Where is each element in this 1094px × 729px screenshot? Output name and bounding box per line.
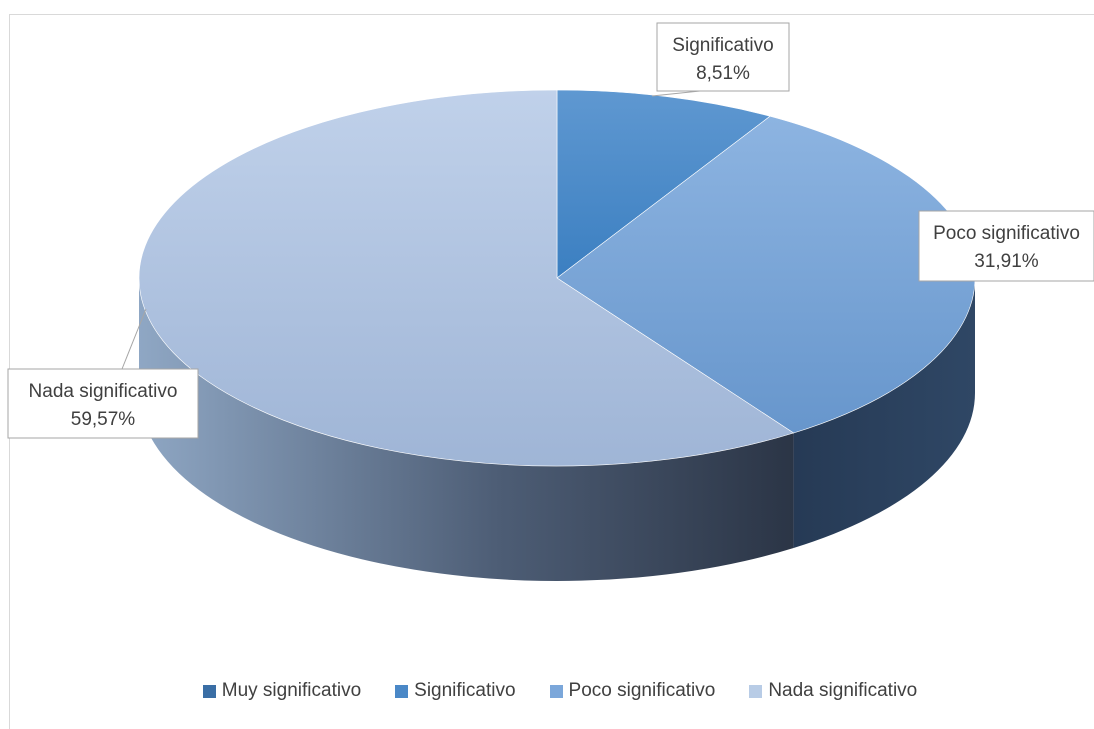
pie-side-nada-significativo — [139, 278, 794, 581]
data-label-name: Poco significativo — [933, 223, 1080, 244]
pie-top — [138, 89, 976, 467]
leader-line — [651, 90, 701, 97]
pie-side-poco-significativo — [793, 278, 975, 548]
legend-swatch — [202, 684, 216, 698]
pie-labels: Significativo 8,51% Poco significativo 31,9… — [7, 22, 1094, 439]
pie-sides — [139, 278, 975, 581]
legend-item-muy-significativo: Muy significativo — [202, 680, 362, 702]
data-label-name: Significativo — [672, 35, 773, 56]
legend-label: Muy significativo — [221, 680, 362, 701]
data-label-value: 31,91% — [974, 251, 1039, 272]
data-label-nada-significativo: Nada significativo 59,57% — [7, 308, 199, 439]
leader-line — [121, 308, 147, 370]
legend-label: Poco significativo — [568, 680, 716, 701]
pie-slice-nada-significativo — [138, 89, 795, 467]
data-label-name: Nada significativo — [29, 381, 178, 402]
legend-label: Significativo — [414, 680, 516, 701]
data-label-box — [656, 22, 790, 92]
legend-item-nada-significativo: Nada significativo — [749, 680, 917, 702]
data-label-significativo: Significativo 8,51% — [651, 22, 790, 97]
data-label-value: 59,57% — [71, 409, 136, 430]
legend-item-poco-significativo: Poco significativo — [549, 680, 716, 702]
pie-slice-significativo — [556, 89, 771, 279]
legend-label: Nada significativo — [768, 680, 918, 701]
legend-swatch — [549, 684, 563, 698]
legend: Muy significativo Significativo Poco sig… — [0, 680, 1094, 702]
data-label-box — [7, 368, 199, 439]
legend-swatch — [395, 684, 409, 698]
data-label-value: 8,51% — [696, 63, 750, 84]
data-label-box — [918, 210, 1094, 282]
legend-swatch — [749, 684, 763, 698]
legend-item-significativo: Significativo — [395, 680, 516, 702]
data-label-poco-significativo: Poco significativo 31,91% — [918, 210, 1094, 282]
